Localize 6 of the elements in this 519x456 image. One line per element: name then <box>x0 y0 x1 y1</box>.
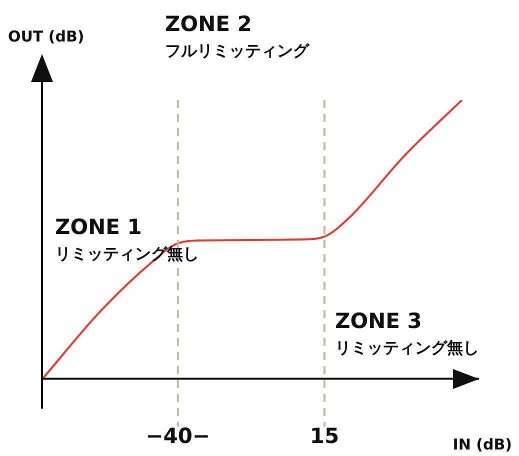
x-axis-title: IN (dB) <box>452 435 512 454</box>
y-axis-title: OUT (dB) <box>8 27 84 46</box>
text: ZONE 2 フルリミッティング <box>165 12 310 60</box>
x-tick-label: 15 <box>310 424 340 448</box>
x-tick-label: −40− <box>146 424 210 448</box>
annotation: ZONE 3 リミッティング無し <box>335 308 479 358</box>
